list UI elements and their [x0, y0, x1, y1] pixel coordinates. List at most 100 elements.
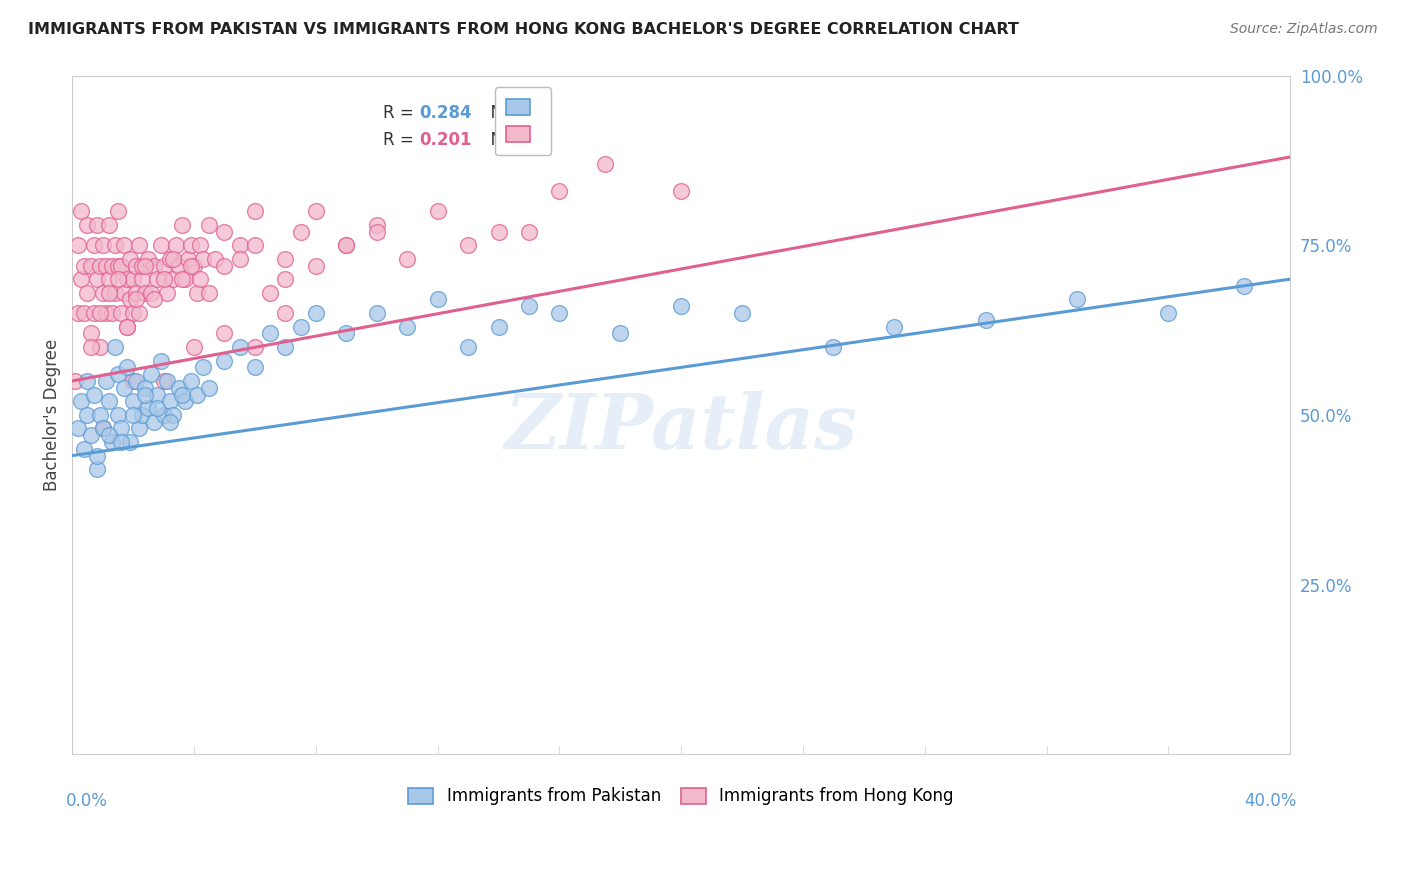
Point: [335, 326, 357, 341]
Point: [183, 340, 205, 354]
Point: [426, 204, 449, 219]
Point: [115, 319, 138, 334]
Text: 72: 72: [517, 103, 540, 122]
Point: [186, 387, 208, 401]
Point: [243, 238, 266, 252]
Point: [76, 408, 98, 422]
Point: [65, 374, 87, 388]
Point: [214, 326, 236, 341]
Text: Source: ZipAtlas.com: Source: ZipAtlas.com: [1230, 22, 1378, 37]
Point: [152, 259, 174, 273]
Point: [79, 428, 101, 442]
Point: [97, 272, 120, 286]
Point: [426, 293, 449, 307]
Point: [183, 259, 205, 273]
Point: [79, 326, 101, 341]
Point: [76, 218, 98, 232]
Point: [91, 285, 114, 300]
Point: [143, 293, 166, 307]
Point: [609, 326, 631, 341]
Point: [134, 381, 156, 395]
Point: [335, 238, 357, 252]
Point: [73, 259, 96, 273]
Point: [143, 415, 166, 429]
Point: [305, 306, 328, 320]
Point: [731, 306, 754, 320]
Point: [122, 306, 145, 320]
Point: [89, 306, 111, 320]
Point: [366, 306, 388, 320]
Point: [104, 238, 127, 252]
Text: 0.201: 0.201: [419, 131, 472, 149]
Point: [141, 285, 163, 300]
Point: [134, 387, 156, 401]
Point: [974, 313, 997, 327]
Point: [107, 367, 129, 381]
Point: [112, 238, 135, 252]
Point: [396, 319, 419, 334]
Point: [94, 306, 117, 320]
Point: [83, 387, 105, 401]
Point: [167, 381, 190, 395]
Point: [274, 272, 297, 286]
Point: [91, 238, 114, 252]
Point: [115, 360, 138, 375]
Legend: Immigrants from Pakistan, Immigrants from Hong Kong: Immigrants from Pakistan, Immigrants fro…: [401, 779, 962, 814]
Point: [396, 252, 419, 266]
Point: [366, 218, 388, 232]
Point: [89, 408, 111, 422]
Point: [191, 360, 214, 375]
Point: [228, 340, 250, 354]
Point: [91, 421, 114, 435]
Point: [122, 394, 145, 409]
Point: [488, 319, 510, 334]
Point: [115, 319, 138, 334]
Point: [112, 381, 135, 395]
Point: [110, 435, 132, 450]
Point: [669, 299, 692, 313]
Text: ZIPatlas: ZIPatlas: [505, 392, 858, 466]
Point: [89, 340, 111, 354]
Point: [243, 204, 266, 219]
Point: [86, 272, 108, 286]
Point: [143, 259, 166, 273]
Point: [122, 408, 145, 422]
Point: [120, 293, 142, 307]
Point: [101, 435, 124, 450]
Point: [97, 218, 120, 232]
Point: [517, 299, 540, 313]
Text: IMMIGRANTS FROM PAKISTAN VS IMMIGRANTS FROM HONG KONG BACHELOR'S DEGREE CORRELAT: IMMIGRANTS FROM PAKISTAN VS IMMIGRANTS F…: [28, 22, 1019, 37]
Point: [167, 259, 190, 273]
Point: [198, 218, 221, 232]
Point: [125, 293, 148, 307]
Point: [162, 272, 184, 286]
Point: [1157, 306, 1180, 320]
Point: [186, 285, 208, 300]
Point: [115, 272, 138, 286]
Point: [131, 272, 153, 286]
Point: [104, 340, 127, 354]
Point: [204, 252, 226, 266]
Text: N =: N =: [481, 131, 527, 149]
Point: [101, 306, 124, 320]
Text: 112: 112: [517, 131, 551, 149]
Point: [122, 374, 145, 388]
Point: [97, 428, 120, 442]
Point: [180, 238, 202, 252]
Point: [122, 272, 145, 286]
Point: [110, 306, 132, 320]
Point: [70, 204, 93, 219]
Point: [138, 252, 160, 266]
Point: [593, 157, 616, 171]
Point: [67, 306, 90, 320]
Point: [110, 421, 132, 435]
Point: [128, 306, 150, 320]
Point: [73, 442, 96, 456]
Point: [214, 259, 236, 273]
Point: [89, 259, 111, 273]
Point: [156, 374, 179, 388]
Point: [86, 449, 108, 463]
Point: [457, 340, 479, 354]
Point: [107, 272, 129, 286]
Point: [76, 285, 98, 300]
